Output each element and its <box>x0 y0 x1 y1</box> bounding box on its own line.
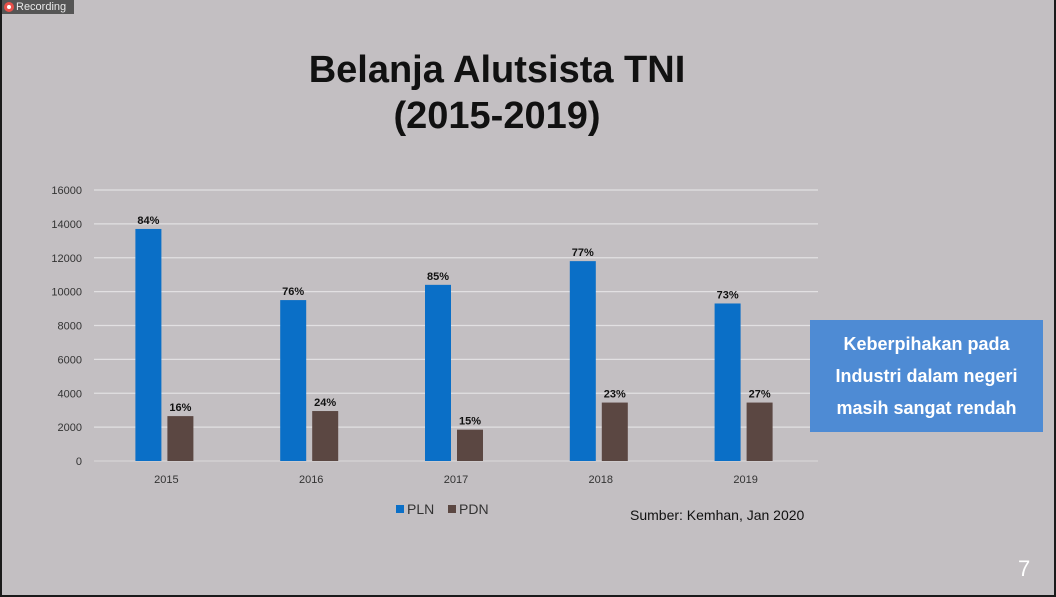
callout-box: Keberpihakan pada Industri dalam negeri … <box>810 320 1043 432</box>
data-label: 27% <box>749 389 771 401</box>
legend-swatch-pdn <box>448 505 456 513</box>
x-tick-label: 2016 <box>299 474 323 486</box>
bar-pdn <box>601 402 628 461</box>
slide-subtitle: (2015-2019) <box>393 95 601 137</box>
callout-line-3: masih sangat rendah <box>836 398 1017 418</box>
data-label: 23% <box>604 389 626 401</box>
y-tick-label: 14000 <box>51 219 82 231</box>
y-tick-label: 8000 <box>58 321 82 333</box>
x-tick-label: 2019 <box>733 474 757 486</box>
y-tick-label: 10000 <box>51 287 82 299</box>
x-tick-label: 2018 <box>589 474 613 486</box>
legend-label: PDN <box>459 501 489 517</box>
bar-pdn <box>746 402 773 461</box>
data-label: 77% <box>572 247 594 259</box>
y-tick-label: 4000 <box>58 388 82 400</box>
y-tick-label: 6000 <box>58 354 82 366</box>
recording-label: Recording <box>16 1 67 13</box>
x-tick-label: 2015 <box>154 474 178 486</box>
data-label: 76% <box>282 286 304 298</box>
data-label: 15% <box>459 416 481 428</box>
bar-pdn <box>457 429 483 461</box>
callout-line-1: Keberpihakan pada <box>843 334 1010 354</box>
callout-line-2: Industri dalam negeri <box>835 366 1018 386</box>
y-tick-label: 16000 <box>51 185 82 197</box>
bar-pln <box>714 303 741 461</box>
data-label: 24% <box>314 397 336 409</box>
data-label: 16% <box>169 402 191 414</box>
page-number: 7 <box>1018 556 1031 581</box>
bar-pln <box>569 261 596 461</box>
bar-pdn <box>312 411 339 461</box>
bar-pdn <box>167 416 194 461</box>
bar-pln <box>280 300 307 461</box>
bar-pln <box>425 284 451 461</box>
data-label: 85% <box>427 271 449 283</box>
legend-label: PLN <box>407 501 434 517</box>
legend-swatch-pln <box>396 505 404 513</box>
data-label: 84% <box>137 215 159 227</box>
slide-title: Belanja Alutsista TNI <box>308 49 686 91</box>
bar-pln <box>135 228 162 461</box>
y-tick-label: 2000 <box>58 422 82 434</box>
x-tick-label: 2017 <box>444 474 468 486</box>
recording-icon <box>4 2 14 12</box>
y-tick-label: 12000 <box>51 253 82 265</box>
y-tick-label: 0 <box>76 456 82 468</box>
source-note: Sumber: Kemhan, Jan 2020 <box>630 507 805 523</box>
data-label: 73% <box>717 289 739 301</box>
recording-indicator: Recording <box>2 0 75 14</box>
